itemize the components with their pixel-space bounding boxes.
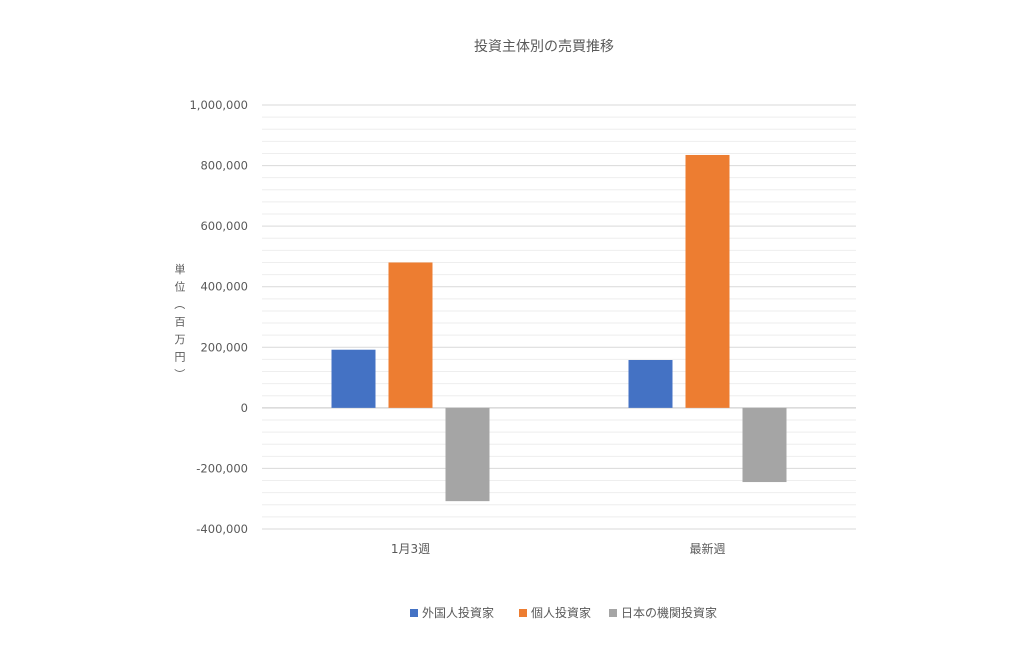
y-tick-label: 800,000 [200, 159, 248, 173]
bar [742, 407, 787, 483]
legend-label: 個人投資家 [531, 605, 591, 620]
legend-label: 日本の機関投資家 [621, 605, 717, 620]
bar [445, 407, 490, 502]
bars [331, 154, 787, 502]
legend-swatch [519, 609, 527, 617]
y-axis-title-char: 位 [175, 280, 186, 294]
bar [388, 262, 433, 408]
y-axis-title: 単位 （ 百万円 ） [173, 262, 186, 380]
y-tick-label: -400,000 [196, 522, 248, 536]
legend-label: 外国人投資家 [422, 605, 494, 620]
y-tick-label: 600,000 [200, 219, 248, 233]
y-axis-title-char: 円 [175, 351, 186, 364]
bar [331, 349, 376, 408]
y-tick-label: 1,000,000 [189, 98, 248, 112]
y-axis-title-char: 百 [175, 316, 186, 329]
y-axis: 1,000,000 800,000 600,000 400,000 200,000 0 -2… [189, 98, 248, 536]
y-tick-label: 200,000 [200, 340, 248, 354]
x-tick-label: 1月3週 [391, 542, 430, 556]
bar [628, 360, 673, 408]
y-tick-label: 0 [241, 401, 248, 415]
legend-swatch [410, 609, 418, 617]
y-axis-title-char: 万 [175, 333, 186, 346]
bar [685, 154, 730, 408]
legend: 外国人投資家 個人投資家 日本の機関投資家 [410, 605, 717, 620]
y-tick-label: 400,000 [200, 280, 248, 294]
y-axis-title-char: ） [173, 369, 186, 380]
y-axis-title-char: （ [173, 299, 186, 310]
chart-title: 投資主体別の売買推移 [474, 39, 614, 55]
y-axis-title-char: 単 [175, 262, 186, 276]
x-axis: 1月3週 最新週 [391, 541, 726, 556]
y-tick-label: -200,000 [196, 461, 248, 475]
legend-swatch [609, 609, 617, 617]
x-tick-label: 最新週 [689, 541, 725, 556]
